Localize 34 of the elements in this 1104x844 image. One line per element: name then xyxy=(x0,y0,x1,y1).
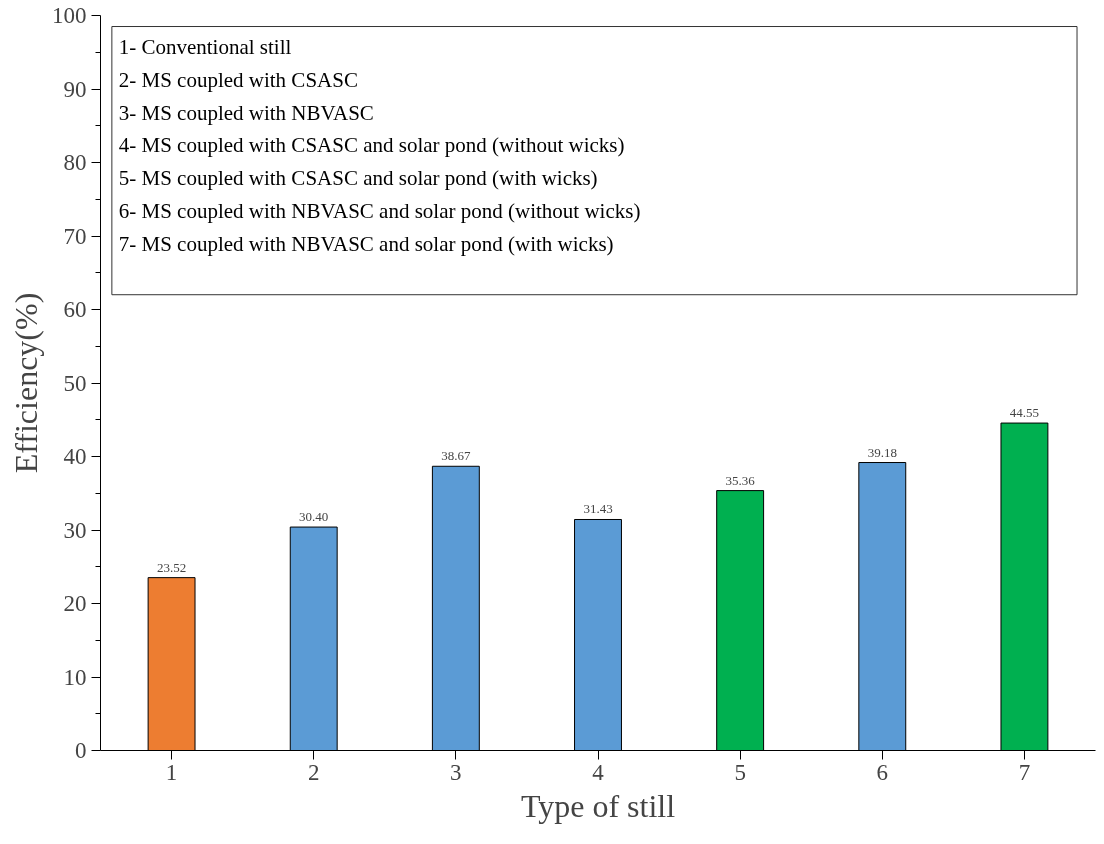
y-tick-label: 20 xyxy=(63,591,87,616)
data-label: 35.36 xyxy=(725,472,756,488)
annotation: 4- MS coupled with CSASC and solar pond (without wicks) xyxy=(118,133,625,158)
x-tick-label: 3 xyxy=(450,759,462,785)
annotation: 5- MS coupled with CSASC and solar pond (with wicks) xyxy=(118,166,598,191)
data-label: 23.52 xyxy=(156,559,187,575)
annotation: 7- MS coupled with NBVASC and solar pond (with wicks) xyxy=(118,231,614,256)
y-tick-label: 90 xyxy=(63,76,87,102)
annotation: 1- Conventional still xyxy=(118,35,292,60)
y-tick-label: 40 xyxy=(63,444,87,469)
y-tick-label: 100 xyxy=(52,3,87,28)
x-tick-label: 4 xyxy=(592,759,605,785)
x-tick-label: 2 xyxy=(307,759,320,785)
annotation: 3- MS coupled with NBVASC xyxy=(118,100,374,125)
annotation: 6- MS coupled with NBVASC and solar pond (without wicks) xyxy=(118,198,641,223)
y-tick-label: 70 xyxy=(63,223,87,249)
y-axis-title: Efficiency(%) xyxy=(8,292,44,474)
y-tick-label: 0 xyxy=(75,738,87,763)
data-label: 44.55 xyxy=(1009,405,1040,421)
x-tick-label: 6 xyxy=(876,759,889,785)
annotation: 2- MS coupled with CSASC xyxy=(118,68,358,93)
y-tick-label: 50 xyxy=(63,370,87,396)
x-tick-label: 1 xyxy=(165,759,178,785)
data-label: 30.40 xyxy=(299,509,329,525)
y-tick-label: 60 xyxy=(63,297,87,322)
data-label: 39.18 xyxy=(867,444,897,460)
x-axis-title: Type of still xyxy=(520,787,676,824)
x-tick-label: 7 xyxy=(1018,759,1031,785)
y-tick-label: 80 xyxy=(63,150,87,175)
y-tick-label: 30 xyxy=(63,517,87,543)
y-tick-label: 10 xyxy=(63,664,87,690)
data-label: 31.43 xyxy=(583,501,613,517)
data-label: 38.67 xyxy=(441,448,471,464)
x-tick-label: 5 xyxy=(734,759,746,785)
